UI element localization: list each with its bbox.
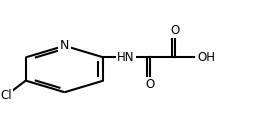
Text: Cl: Cl bbox=[0, 89, 12, 102]
Text: O: O bbox=[170, 24, 179, 37]
Text: O: O bbox=[145, 78, 154, 91]
Text: OH: OH bbox=[197, 51, 215, 64]
Text: N: N bbox=[60, 39, 69, 52]
Text: HN: HN bbox=[117, 51, 135, 64]
